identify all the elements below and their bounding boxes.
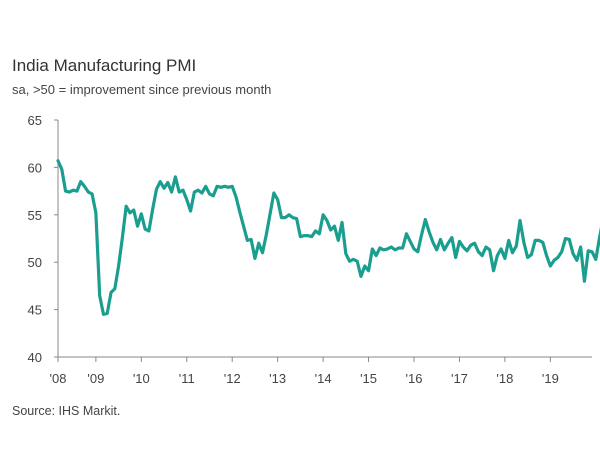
chart-axes	[57, 120, 592, 358]
x-tick-label: '15	[360, 371, 377, 386]
x-tick-label: '12	[224, 371, 241, 386]
x-tick-label: '13	[269, 371, 286, 386]
x-axis-ticks: '08 '09 '10 '11 '12 '13 '14 '15 '16 '17 '18 '19	[50, 357, 559, 386]
x-tick-label: '10	[133, 371, 150, 386]
y-tick-label: 45	[28, 303, 42, 318]
y-axis-ticks: 40 45 50 55 60 65	[28, 113, 58, 365]
y-tick-label: 40	[28, 350, 42, 365]
y-tick-label: 50	[28, 255, 42, 270]
x-tick-label: '19	[542, 371, 559, 386]
x-tick-label: '11	[179, 371, 195, 386]
x-tick-label: '14	[315, 371, 332, 386]
y-tick-label: 65	[28, 113, 42, 128]
x-tick-label: '16	[406, 371, 423, 386]
x-tick-label: '09	[87, 371, 104, 386]
series-layer	[56, 159, 600, 316]
x-tick-label: '08	[50, 371, 67, 386]
x-tick-label: '18	[496, 371, 513, 386]
y-tick-label: 60	[28, 160, 42, 175]
pmi-series-line	[56, 159, 600, 316]
chart-subtitle: sa, >50 = improvement since previous mon…	[12, 82, 272, 97]
y-tick-label: 55	[28, 208, 42, 223]
source-note: Source: IHS Markit.	[12, 404, 121, 418]
chart-title: India Manufacturing PMI	[12, 56, 197, 75]
x-tick-label: '17	[451, 371, 468, 386]
